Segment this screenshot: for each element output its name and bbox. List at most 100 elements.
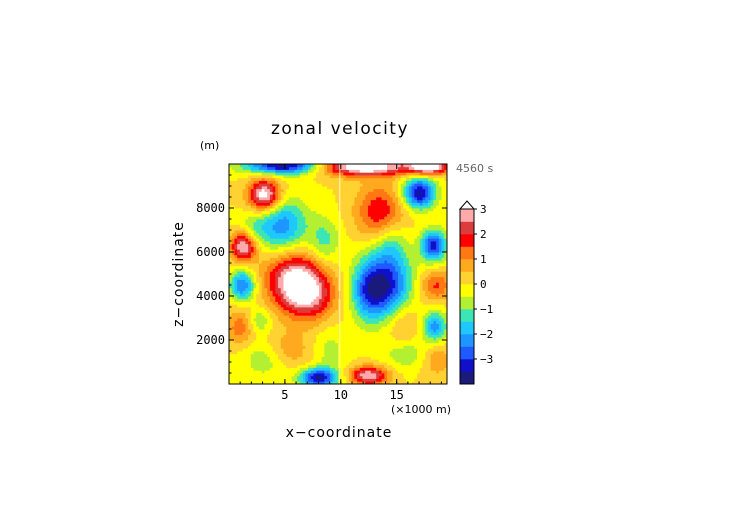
field-cell: [441, 367, 445, 371]
field-cell: [261, 334, 265, 338]
field-cell: [430, 334, 434, 338]
field-cell: [250, 232, 254, 236]
field-cell: [253, 301, 257, 305]
field-cell: [395, 309, 399, 313]
field-cell: [370, 359, 374, 363]
field-cell: [436, 342, 440, 346]
field-cell: [264, 276, 268, 280]
field-cell: [414, 298, 418, 302]
field-cell: [291, 315, 295, 319]
field-cell: [417, 235, 421, 239]
field-cell: [340, 364, 344, 368]
field-cell: [335, 293, 339, 297]
field-cell: [436, 331, 440, 335]
field-cell: [269, 268, 274, 272]
field-cell: [250, 285, 254, 289]
field-cell: [403, 271, 407, 275]
field-cell: [430, 238, 434, 242]
field-cell: [411, 329, 415, 333]
field-cell: [419, 216, 423, 220]
field-cell: [288, 227, 293, 231]
field-cell: [308, 241, 312, 245]
field-cell: [316, 312, 320, 316]
field-cell: [305, 378, 309, 382]
field-cell: [253, 342, 257, 346]
field-cell: [392, 320, 396, 324]
field-cell: [433, 307, 437, 311]
field-cell: [313, 326, 317, 330]
field-cell: [343, 348, 347, 352]
field-cell: [275, 362, 279, 366]
field-cell: [291, 323, 295, 327]
field-cell: [417, 340, 421, 344]
field-cell: [316, 367, 320, 371]
field-cell: [313, 348, 317, 352]
field-cell: [316, 362, 320, 366]
field-cell: [425, 293, 429, 297]
field-cell: [327, 326, 331, 330]
field-cell: [318, 252, 323, 256]
field-cell: [414, 342, 418, 346]
field-cell: [261, 252, 265, 256]
field-cell: [310, 359, 314, 363]
field-cell: [256, 238, 260, 242]
field-cell: [403, 318, 407, 322]
field-cell: [403, 373, 407, 377]
field-cell: [283, 337, 287, 341]
field-cell: [231, 293, 235, 297]
field-cell: [348, 351, 353, 355]
field-cell: [318, 216, 323, 220]
field-cell: [324, 246, 328, 250]
field-cell: [308, 260, 312, 264]
field-cell: [340, 381, 344, 384]
field-cell: [354, 351, 358, 355]
field-cell: [381, 254, 385, 258]
field-cell: [288, 293, 293, 297]
field-cell: [248, 274, 252, 278]
field-cell: [283, 235, 287, 239]
field-cell: [357, 221, 361, 225]
field-cell: [343, 340, 347, 344]
field-cell: [397, 309, 402, 313]
field-cell: [351, 249, 355, 253]
field-cell: [297, 381, 301, 384]
field-cell: [367, 282, 372, 286]
field-cell: [272, 309, 276, 313]
field-cell: [275, 323, 279, 327]
field-cell: [291, 241, 295, 245]
field-cell: [387, 287, 391, 291]
field-cell: [357, 315, 361, 319]
field-cell: [343, 252, 347, 256]
field-cell: [280, 304, 284, 308]
field-cell: [318, 268, 323, 272]
field-cell: [433, 367, 437, 371]
field-cell: [321, 362, 325, 366]
field-cell: [291, 260, 295, 264]
field-cell: [419, 378, 423, 382]
field-cell: [389, 337, 393, 341]
field-cell: [269, 373, 274, 377]
field-cell: [316, 348, 320, 352]
field-cell: [436, 334, 440, 338]
field-cell: [267, 254, 271, 258]
field-cell: [305, 348, 309, 352]
field-cell: [248, 279, 252, 283]
field-cell: [310, 373, 314, 377]
field-cell: [376, 348, 380, 352]
field-cell: [310, 282, 314, 286]
field-cell: [327, 315, 331, 319]
field-cell: [351, 296, 355, 300]
field-cell: [280, 235, 284, 239]
field-cell: [408, 219, 412, 223]
field-cell: [283, 249, 287, 253]
field-cell: [357, 353, 361, 357]
field-cell: [321, 304, 325, 308]
field-cell: [433, 285, 437, 289]
field-cell: [348, 254, 353, 258]
field-cell: [392, 364, 396, 368]
field-cell: [387, 337, 391, 341]
field-cell: [387, 312, 391, 316]
field-cell: [272, 282, 276, 286]
field-cell: [346, 263, 350, 267]
field-cell: [313, 276, 317, 280]
